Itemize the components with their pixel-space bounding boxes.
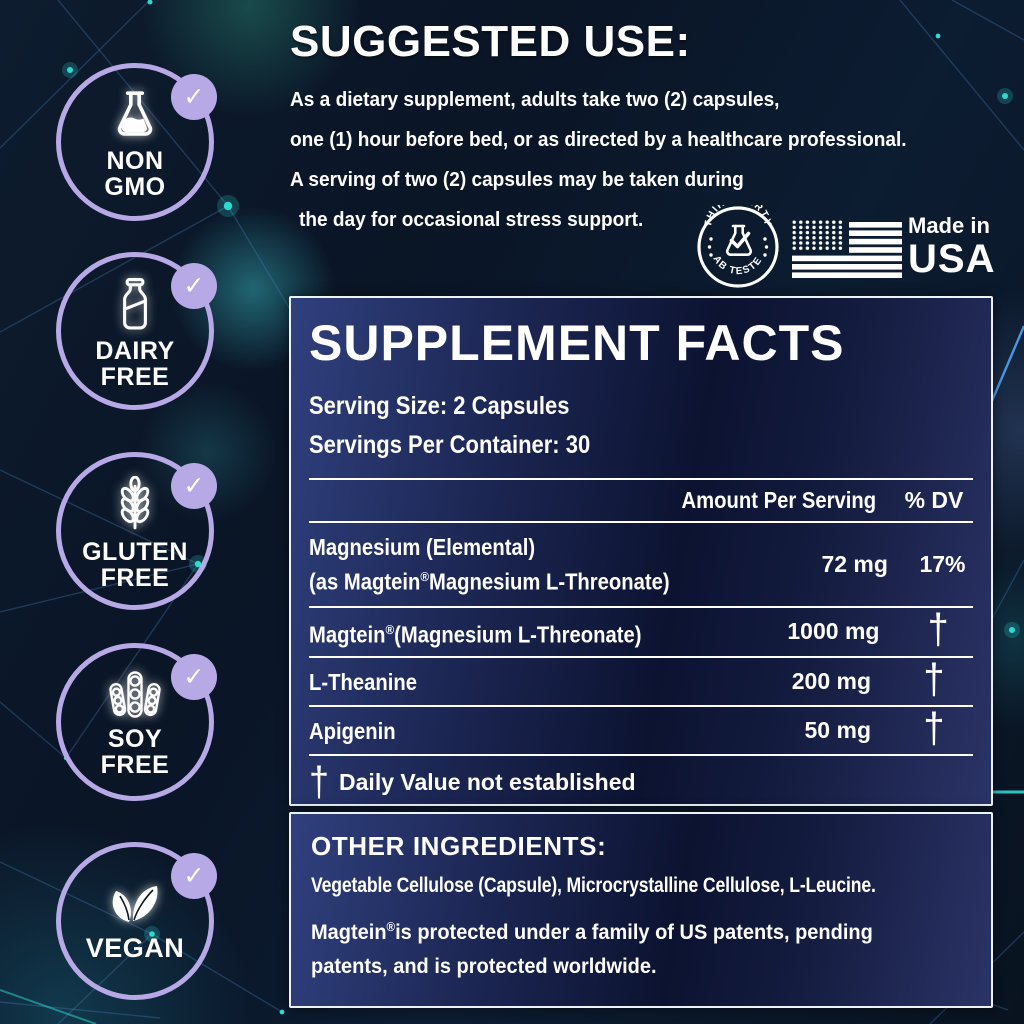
badge-vegan: VEGAN ✓ — [56, 842, 217, 1000]
supplement-facts-title: SUPPLEMENT FACTS — [309, 315, 845, 371]
badge-label: SOY FREE — [100, 724, 170, 779]
milk-bottle-icon — [123, 277, 147, 329]
check-icon: ✓ — [171, 463, 217, 509]
row-dv: † — [903, 606, 973, 654]
suggested-use-line: A serving of two (2) capsules may be tak… — [290, 168, 744, 192]
facts-table: Amount Per Serving % DV Magnesium (Eleme… — [309, 478, 973, 806]
flask-icon — [117, 90, 153, 136]
badge-dairy-free: DAIRY FREE ✓ — [56, 252, 217, 410]
badge-label: GLUTEN FREE — [82, 537, 188, 592]
table-row: L-Theanine 200 mg † — [309, 656, 973, 708]
row-dv: † — [895, 705, 973, 753]
badge-label: NON GMO — [104, 146, 166, 201]
suggested-use-line: one (1) hour before bed, or as directed … — [290, 128, 907, 152]
badge-gluten-free: GLUTEN FREE ✓ — [56, 452, 217, 610]
suggested-use-line: As a dietary supplement, adults take two… — [290, 88, 780, 112]
check-glyph: ✓ — [183, 663, 205, 691]
servings-per-container: Servings Per Container: 30 — [309, 431, 591, 459]
row-dv: 17% — [919, 550, 966, 577]
badge-label: VEGAN — [85, 933, 185, 964]
row-name: Apigenin — [309, 717, 396, 744]
check-glyph: ✓ — [183, 472, 205, 500]
row-amount: 50 mg — [804, 717, 871, 744]
row-amount: 1000 mg — [787, 618, 880, 645]
table-row: Magtein®(Magnesium L-Threonate) 1000 mg … — [309, 608, 973, 659]
row-name: Magtein®(Magnesium L-Threonate) — [309, 621, 642, 648]
third-party-lab-tested-icon: THIRD PARTY LAB TESTED — [692, 194, 779, 288]
suggested-use-title: SUGGESTED USE: — [290, 17, 691, 66]
other-ingredients-panel: OTHER INGREDIENTS: Vegetable Cellulose (… — [289, 812, 993, 1008]
badge-label: DAIRY FREE — [95, 336, 175, 391]
suggested-use-section: SUGGESTED USE: As a dietary supplement, … — [290, 17, 1016, 240]
usa-flag-icon — [792, 220, 902, 283]
check-glyph: ✓ — [183, 83, 205, 111]
soybean-pods-icon — [109, 670, 161, 718]
dagger-symbol: † — [923, 656, 945, 704]
badge-soy-free: SOY FREE ✓ — [56, 643, 217, 801]
lab-tested-seal: THIRD PARTY LAB TESTED — [692, 194, 780, 294]
table-row: Magnesium (Elemental) (as Magtein®Magnes… — [309, 523, 973, 608]
suggested-use-line: the day for occasional stress support. — [299, 208, 644, 232]
usa-label: USA — [908, 237, 996, 281]
table-row: Apigenin 50 mg † — [309, 705, 973, 757]
leaves-icon — [112, 886, 158, 923]
row-amount: 72 mg — [821, 550, 888, 577]
patent-note-line2: patents, and is protected worldwide. — [311, 954, 657, 979]
footnote-text: Daily Value not established — [339, 769, 636, 795]
ingredients-list: Vegetable Cellulose (Capsule), Microcrys… — [311, 873, 876, 897]
check-icon: ✓ — [171, 263, 217, 309]
patent-note: Magtein®is protected under a family of U… — [311, 910, 971, 983]
made-in-usa: Made in USA — [908, 213, 995, 279]
check-icon: ✓ — [171, 74, 217, 120]
column-dv-header: % DV — [904, 487, 964, 513]
seal-flask-icon — [725, 224, 753, 256]
made-in-label: Made in — [908, 213, 990, 238]
row-name: L-Theanine — [309, 668, 417, 695]
table-header: Amount Per Serving % DV — [309, 478, 973, 523]
other-ingredients-title: OTHER INGREDIENTS: — [311, 831, 607, 861]
suggested-use-text: As a dietary supplement, adults take two… — [290, 80, 1016, 240]
footnote: † Daily Value not established — [309, 756, 973, 806]
dagger-symbol: † — [309, 758, 330, 806]
check-icon: ✓ — [171, 853, 217, 899]
check-icon: ✓ — [171, 654, 217, 700]
dagger-symbol: † — [923, 705, 945, 753]
badge-non-gmo: NON GMO ✓ — [56, 63, 217, 221]
row-name: Magnesium (Elemental) (as Magtein®Magnes… — [309, 534, 670, 595]
column-amount-header: Amount Per Serving — [681, 487, 877, 513]
check-glyph: ✓ — [183, 862, 205, 890]
supplement-facts-panel: SUPPLEMENT FACTS Serving Size: 2 Capsule… — [289, 296, 993, 806]
row-dv: † — [895, 656, 973, 704]
check-glyph: ✓ — [183, 272, 205, 300]
serving-size: Serving Size: 2 Capsules — [309, 392, 570, 420]
dagger-symbol: † — [927, 606, 949, 654]
row-amount: 200 mg — [791, 668, 871, 695]
wheat-icon — [120, 475, 150, 529]
